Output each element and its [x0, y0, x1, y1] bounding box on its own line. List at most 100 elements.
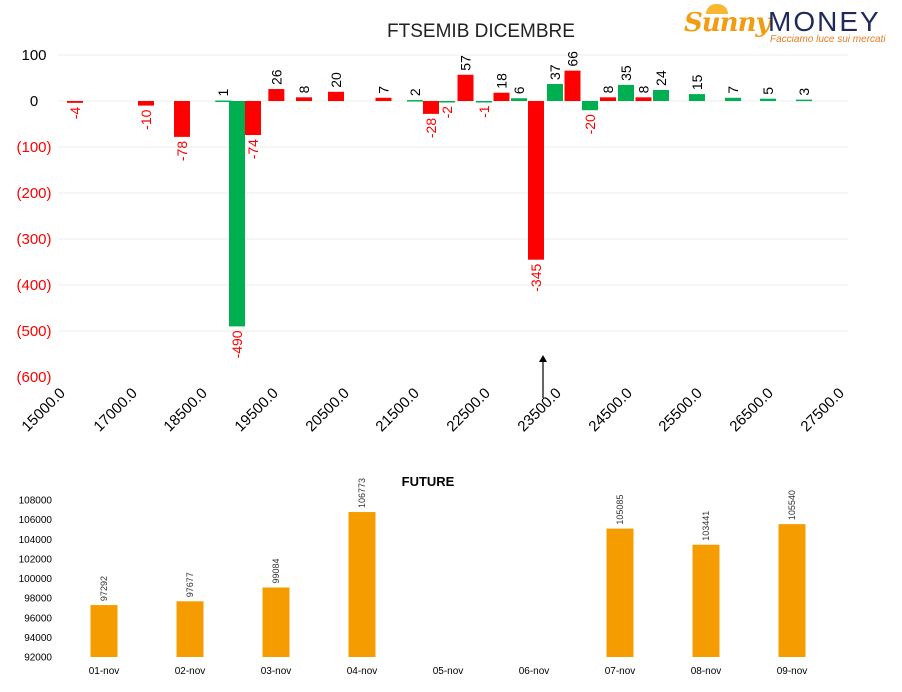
- bar-value-label: -28: [423, 118, 439, 138]
- future-bar-value-label: 105085: [615, 495, 625, 525]
- bar-value-label: -345: [528, 263, 544, 291]
- future-bar-value-label: 103441: [701, 511, 711, 541]
- option-bar: [796, 99, 812, 102]
- option-bar: [245, 101, 261, 136]
- annotation-arrow-head: [539, 355, 547, 362]
- future-bar: [348, 512, 376, 657]
- bar-value-label: 7: [725, 86, 741, 94]
- option-bar: [229, 101, 245, 327]
- logo-brand-left: Sunny: [684, 8, 771, 38]
- option-bar: [296, 97, 312, 101]
- bar-value-label: -4: [67, 107, 83, 120]
- x-tick-label: 24500.0: [585, 385, 635, 435]
- option-bar: [174, 101, 190, 137]
- option-bar: [689, 94, 705, 101]
- future-bar: [262, 587, 290, 657]
- option-bar: [493, 92, 510, 101]
- bar-value-label: 24: [653, 70, 669, 86]
- future-x-tick-label: 06-nov: [519, 666, 550, 677]
- bar-value-label: 5: [760, 87, 776, 95]
- bar-value-label: 20: [328, 72, 344, 88]
- option-bar: [511, 98, 527, 101]
- future-bar-value-label: 97677: [185, 572, 195, 597]
- future-y-tick-label: 94000: [24, 633, 52, 644]
- option-bar: [138, 101, 154, 106]
- future-x-tick-label: 05-nov: [433, 666, 464, 677]
- x-tick-label: 19500.0: [231, 385, 281, 435]
- future-bar: [606, 528, 634, 657]
- future-bar: [692, 544, 720, 657]
- option-bar: [547, 83, 563, 101]
- bar-value-label: 7: [376, 86, 392, 94]
- bar-value-label: 8: [636, 85, 652, 93]
- option-bar: [725, 97, 741, 101]
- option-bar: [635, 97, 652, 101]
- bar-value-label: -74: [245, 139, 261, 159]
- y-tick-label: (100): [16, 139, 51, 156]
- option-bar: [653, 89, 669, 101]
- bar-value-label: 2: [407, 88, 423, 96]
- option-bar: [528, 101, 544, 260]
- y-tick-label: 0: [30, 93, 38, 110]
- option-bar: [760, 98, 776, 101]
- sunny-money-logo: Sunny MONEY Facciamo luce sui mercati: [684, 4, 894, 46]
- bar-value-label: 18: [494, 73, 510, 89]
- bar-value-label: 3: [796, 88, 812, 96]
- y-tick-label: (600): [16, 369, 51, 386]
- bar-value-label: 8: [600, 85, 616, 93]
- bar-value-label: 37: [547, 64, 563, 80]
- option-bar: [600, 97, 616, 101]
- future-y-tick-label: 102000: [19, 554, 53, 565]
- option-bar: [407, 100, 423, 102]
- future-x-tick-label: 02-nov: [175, 666, 206, 677]
- future-bar: [778, 524, 806, 657]
- option-bar: [375, 97, 392, 101]
- option-bar: [564, 70, 581, 101]
- x-tick-label: 26500.0: [726, 385, 776, 435]
- future-y-tick-label: 104000: [19, 535, 53, 546]
- option-bar: [423, 101, 439, 114]
- bar-value-label: 1: [215, 89, 231, 97]
- future-bar-value-label: 97292: [99, 576, 109, 601]
- bar-value-label: 8: [296, 85, 312, 93]
- y-tick-label: (400): [16, 277, 51, 294]
- bar-value-label: -20: [582, 114, 598, 134]
- future-y-tick-label: 100000: [19, 574, 53, 585]
- bar-value-label: 6: [511, 86, 527, 94]
- bar-value-label: -2: [439, 106, 455, 119]
- option-bar: [439, 101, 455, 103]
- future-x-tick-label: 04-nov: [347, 666, 378, 677]
- x-tick-label: 25500.0: [655, 385, 705, 435]
- option-bar: [457, 74, 474, 101]
- future-bar-value-label: 106773: [357, 478, 367, 508]
- logo-brand-right: MONEY: [768, 6, 881, 37]
- future-bar: [176, 601, 204, 657]
- future-title: FUTURE: [402, 474, 455, 489]
- y-tick-label: (500): [16, 323, 51, 340]
- x-tick-label: 22500.0: [443, 385, 493, 435]
- option-bar: [582, 101, 598, 111]
- option-bar: [215, 100, 232, 103]
- future-x-tick-label: 07-nov: [605, 666, 636, 677]
- bar-value-label: 26: [268, 69, 284, 85]
- y-tick-label: (300): [16, 231, 51, 248]
- y-tick-label: (200): [16, 185, 51, 202]
- bar-value-label: 66: [565, 51, 581, 67]
- x-tick-label: 23500.0: [514, 385, 564, 435]
- future-x-tick-label: 09-nov: [777, 666, 808, 677]
- bar-value-label: 15: [689, 74, 705, 90]
- y-tick-label: 100: [21, 47, 46, 64]
- bar-value-label: 57: [458, 55, 474, 71]
- x-tick-label: 17000.0: [90, 385, 140, 435]
- x-tick-label: 20500.0: [302, 385, 352, 435]
- chart-title: FTSEMIB DICEMBRE: [387, 21, 575, 42]
- x-tick-label: 27500.0: [797, 385, 847, 435]
- x-tick-label: 18500.0: [160, 385, 210, 435]
- future-y-tick-label: 106000: [19, 515, 53, 526]
- x-tick-label: 15000.0: [18, 385, 68, 435]
- bar-value-label: -10: [138, 109, 154, 129]
- option-bar: [618, 84, 634, 101]
- future-y-tick-label: 96000: [24, 613, 52, 624]
